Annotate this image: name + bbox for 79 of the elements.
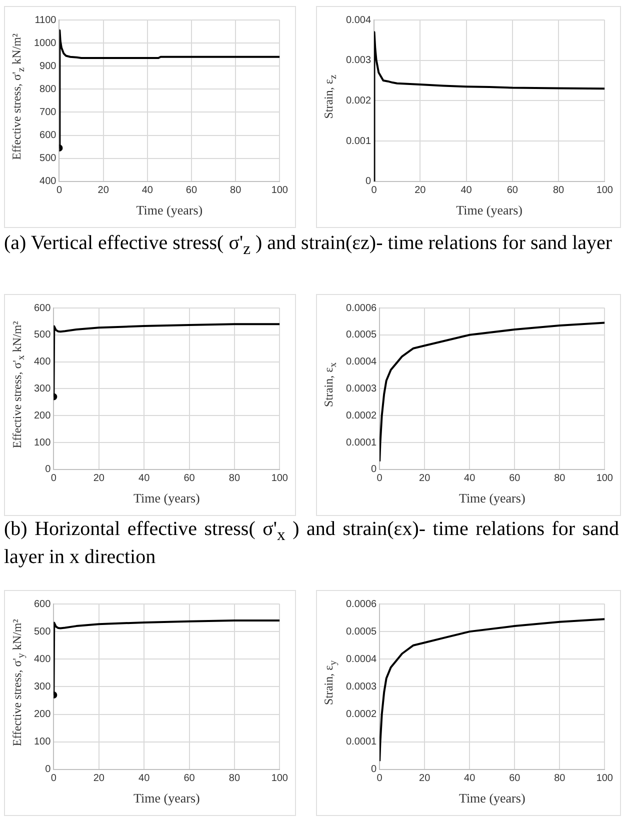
x-tick-label: 60 — [186, 185, 198, 196]
y-tick-label: 0 — [365, 176, 372, 188]
x-tick-label: 100 — [271, 185, 288, 196]
x-axis-title: Time (years) — [456, 202, 523, 218]
y-tick-label: 0 — [45, 464, 52, 476]
x-axis-title: Time (years) — [458, 490, 526, 506]
x-tick-label: 100 — [271, 473, 288, 484]
y-tick-label: 400 — [34, 654, 52, 665]
x-tick-label: 20 — [414, 185, 426, 196]
y-tick-label: 0.0004 — [346, 654, 378, 665]
y-tick-label: 0.0006 — [346, 302, 378, 314]
x-tick-label: 40 — [460, 185, 472, 196]
y-tick-label: 0.0003 — [346, 383, 378, 394]
y-tick-label: 100 — [34, 736, 52, 748]
y-tick-label: 0.003 — [346, 55, 372, 66]
y-tick-label: 0.0005 — [346, 626, 378, 638]
y-tick-label: 0.0001 — [346, 736, 378, 748]
x-tick-label: 20 — [419, 773, 431, 784]
y-tick-label: 0.001 — [346, 136, 372, 147]
x-tick-label: 80 — [554, 473, 566, 484]
y-tick-label: 900 — [40, 60, 57, 72]
x-tick-label: 100 — [596, 185, 614, 196]
x-tick-label: 80 — [230, 185, 242, 196]
x-tick-label: 20 — [93, 773, 105, 784]
y-tick-label: 600 — [34, 598, 52, 610]
y-tick-label: 600 — [34, 302, 52, 314]
text: (b) Horizontal effective stress( σ'$_{x}$ ) and strain(εx)- time relations for sand layer in x direction — [4, 518, 619, 568]
x-tick-label: 80 — [554, 773, 566, 784]
x-tick-label: 40 — [138, 473, 150, 484]
y-tick-label: 0.0005 — [346, 330, 378, 341]
x-axis-title: Time (years) — [134, 490, 200, 506]
y-tick-label: 500 — [34, 626, 52, 638]
x-tick-label: 100 — [596, 773, 614, 784]
y-tick-label: 1000 — [34, 38, 57, 49]
x-tick-label: 60 — [509, 473, 521, 484]
y-tick-label: 0.0003 — [346, 681, 378, 692]
x-tick-label: 100 — [271, 773, 288, 784]
x-tick-label: 40 — [464, 473, 476, 484]
y-tick-label: 0 — [371, 764, 378, 776]
x-tick-label: 60 — [184, 473, 196, 484]
y-tick-label: 100 — [34, 437, 52, 448]
y-tick-label: 0.0006 — [346, 598, 378, 610]
y-tick-label: 0 — [45, 764, 52, 776]
x-axis-title: Time (years) — [134, 790, 200, 806]
x-tick-label: 20 — [93, 473, 105, 484]
y-tick-label: 200 — [34, 410, 52, 422]
text: (a) Vertical effective stress( σ'$_{z}$ ) and strain(εz)- time relations for sand layer — [4, 232, 614, 260]
y-tick-label: 0.0002 — [346, 709, 378, 720]
x-tick-label: 60 — [509, 773, 521, 784]
x-tick-label: 60 — [184, 773, 196, 784]
y-tick-label: 1100 — [34, 14, 57, 26]
y-tick-label: 300 — [34, 681, 52, 692]
y-tick-label: 0.002 — [346, 95, 372, 106]
y-tick-label: 400 — [40, 176, 57, 188]
x-tick-label: 60 — [506, 185, 518, 196]
x-tick-label: 40 — [464, 773, 476, 784]
x-tick-label: 20 — [419, 473, 431, 484]
x-axis-title: Time (years) — [458, 790, 526, 806]
x-tick-label: 80 — [552, 185, 565, 196]
y-tick-label: 400 — [34, 356, 52, 368]
x-tick-label: 80 — [228, 773, 240, 784]
y-tick-label: 500 — [40, 153, 57, 164]
y-tick-label: 0.0004 — [346, 356, 378, 368]
y-tick-label: 300 — [34, 383, 52, 394]
y-tick-label: 700 — [40, 106, 57, 118]
y-tick-label: 0.0002 — [346, 410, 378, 422]
y-tick-label: 600 — [40, 130, 57, 142]
y-tick-label: 200 — [34, 709, 52, 720]
y-tick-label: 800 — [40, 84, 57, 95]
x-tick-label: 40 — [142, 185, 154, 196]
y-tick-label: 0.0001 — [346, 437, 378, 448]
x-axis-title: Time (years) — [136, 202, 203, 218]
x-tick-label: 80 — [228, 473, 240, 484]
y-tick-label: 0.004 — [346, 14, 372, 26]
x-tick-label: 20 — [98, 185, 110, 196]
y-tick-label: 500 — [34, 330, 52, 341]
y-tick-label: 0 — [371, 464, 378, 476]
x-tick-label: 40 — [138, 773, 150, 784]
x-tick-label: 100 — [596, 473, 614, 484]
